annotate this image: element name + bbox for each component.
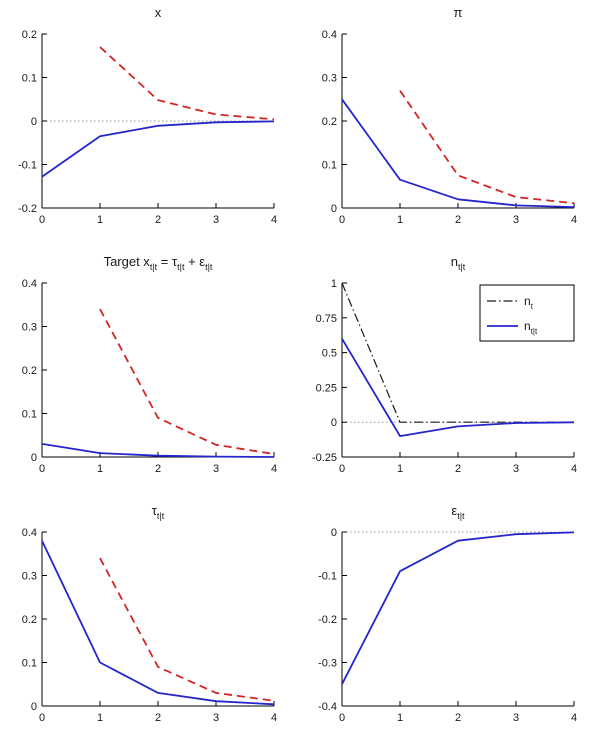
y-tick-label: 0.5 [322, 348, 337, 360]
chart-title-tau: τt|t [152, 503, 165, 521]
x-tick-label: 4 [271, 712, 277, 724]
x-tick-label: 0 [39, 214, 45, 226]
y-tick-label: 0.2 [22, 365, 37, 377]
x-tick-label: 1 [397, 214, 403, 226]
y-tick-label: -0.25 [312, 452, 337, 464]
y-tick-label: 0.75 [316, 313, 337, 325]
series-line-x-target [99, 46, 275, 121]
chart-title-x: x [155, 5, 162, 20]
y-tick-label: -0.2 [18, 203, 37, 215]
chart-cell-x: 0 1 2 3 4 -0.2 -0.1 0 0.1 0.2 x [0, 0, 300, 249]
x-tick-label: 4 [571, 214, 577, 226]
chart-title-eps: εt|t [451, 503, 465, 521]
chart-cell-pi: 0 1 2 3 4 0 0.1 0.2 0.3 0.4 π [300, 0, 600, 249]
x-tick-label: 0 [339, 712, 345, 724]
y-tick-label: 0.4 [22, 527, 37, 539]
x-tick-label: 3 [513, 214, 519, 226]
y-tick-label: 0.1 [22, 409, 37, 421]
axes: 0 1 2 3 4 0 0.1 0.2 0.3 0.4 [22, 278, 277, 475]
y-tick-label: 0.1 [22, 658, 37, 670]
axes: 0 1 2 3 4 -0.2 -0.1 0 0.1 0.2 [18, 29, 277, 226]
y-tick-label: 0.25 [316, 382, 337, 394]
chart-cell-n: 0 1 2 3 4 -0.25 0 0.25 0.5 0.75 1 nt|t nt nt|t [300, 249, 600, 498]
series-line-target-solid [41, 443, 275, 458]
axes: 0 1 2 3 4 0 0.1 0.2 0.3 0.4 [22, 527, 277, 724]
x-tick-label: 0 [39, 463, 45, 475]
y-tick-label: 0 [31, 701, 37, 713]
series-line-tau-solid [41, 540, 275, 706]
x-tick-label: 1 [97, 463, 103, 475]
x-tick-label: 2 [155, 463, 161, 475]
y-tick-label: 0.3 [22, 571, 37, 583]
x-tick-label: 3 [513, 712, 519, 724]
chart-title-n: nt|t [451, 254, 466, 272]
series-line-eps-solid [341, 531, 575, 685]
y-tick-label: 0 [331, 417, 337, 429]
chart-cell-tau: 0 1 2 3 4 0 0.1 0.2 0.3 0.4 τt|t [0, 498, 300, 747]
y-tick-label: 0.2 [22, 614, 37, 626]
x-tick-label: 0 [39, 712, 45, 724]
x-tick-label: 2 [455, 712, 461, 724]
y-tick-label: 0.2 [322, 116, 337, 128]
y-tick-label: 0 [31, 116, 37, 128]
x-tick-label: 3 [213, 712, 219, 724]
x-tick-label: 2 [155, 712, 161, 724]
axes: 0 1 2 3 4 -0.4 -0.3 -0.2 -0.1 0 [318, 527, 577, 724]
y-tick-label: 0.3 [322, 73, 337, 85]
series-line-pi-solid [341, 98, 575, 208]
x-tick-label: 4 [571, 712, 577, 724]
x-tick-label: 1 [397, 463, 403, 475]
y-tick-label: 0 [331, 527, 337, 539]
chart-cell-target-x: 0 1 2 3 4 0 0.1 0.2 0.3 0.4 Target xt|t = τt|t + ε… [0, 249, 300, 498]
y-tick-label: -0.1 [318, 571, 337, 583]
series-line-tau-dashed [99, 557, 275, 702]
y-tick-label: 0.4 [322, 29, 337, 41]
chart-svg-tau: 0 1 2 3 4 0 0.1 0.2 0.3 0.4 τt|t [22, 503, 277, 724]
x-tick-label: 2 [455, 214, 461, 226]
chart-title-pi: π [454, 5, 463, 20]
series-line-n-tt [341, 338, 575, 438]
legend-label-n-tt: nt|t [524, 319, 538, 336]
x-tick-label: 0 [339, 214, 345, 226]
x-tick-label: 4 [271, 463, 277, 475]
y-tick-label: -0.3 [318, 658, 337, 670]
series-line-x-actual [41, 120, 275, 178]
x-tick-label: 2 [455, 463, 461, 475]
x-tick-label: 0 [339, 463, 345, 475]
x-tick-label: 1 [97, 214, 103, 226]
series-line-target-dashed [99, 308, 275, 455]
x-tick-label: 4 [571, 463, 577, 475]
y-tick-label: 0.3 [22, 322, 37, 334]
y-tick-label: 0 [331, 203, 337, 215]
y-tick-label: -0.2 [318, 614, 337, 626]
x-tick-label: 1 [97, 712, 103, 724]
y-tick-label: 0 [31, 452, 37, 464]
y-tick-label: -0.4 [318, 701, 337, 713]
x-tick-label: 1 [397, 712, 403, 724]
chart-svg-eps: 0 1 2 3 4 -0.4 -0.3 -0.2 -0.1 0 εt|t [318, 503, 577, 724]
x-tick-label: 4 [271, 214, 277, 226]
x-tick-label: 3 [513, 463, 519, 475]
legend: nt nt|t [479, 284, 575, 342]
axes: 0 1 2 3 4 0 0.1 0.2 0.3 0.4 [322, 29, 577, 226]
x-tick-label: 2 [155, 214, 161, 226]
chart-cell-eps: 0 1 2 3 4 -0.4 -0.3 -0.2 -0.1 0 εt|t [300, 498, 600, 747]
x-tick-label: 3 [213, 463, 219, 475]
chart-title-target-x: Target xt|t = τt|t + εt|t [104, 254, 213, 272]
series-line-pi-dashed [399, 90, 575, 205]
chart-svg-target-x: 0 1 2 3 4 0 0.1 0.2 0.3 0.4 Target xt|t = τt|t + ε… [22, 254, 277, 475]
x-tick-label: 3 [213, 214, 219, 226]
y-tick-label: 0.4 [22, 278, 37, 290]
y-tick-label: 0.1 [22, 73, 37, 85]
y-tick-label: -0.1 [18, 160, 37, 172]
y-tick-label: 0.1 [322, 160, 337, 172]
y-tick-label: 0.2 [22, 29, 37, 41]
y-tick-label: 1 [331, 278, 337, 290]
chart-svg-pi: 0 1 2 3 4 0 0.1 0.2 0.3 0.4 π [322, 5, 577, 226]
legend-label-n-t: nt [524, 294, 534, 311]
chart-svg-x: 0 1 2 3 4 -0.2 -0.1 0 0.1 0.2 x [18, 5, 277, 226]
